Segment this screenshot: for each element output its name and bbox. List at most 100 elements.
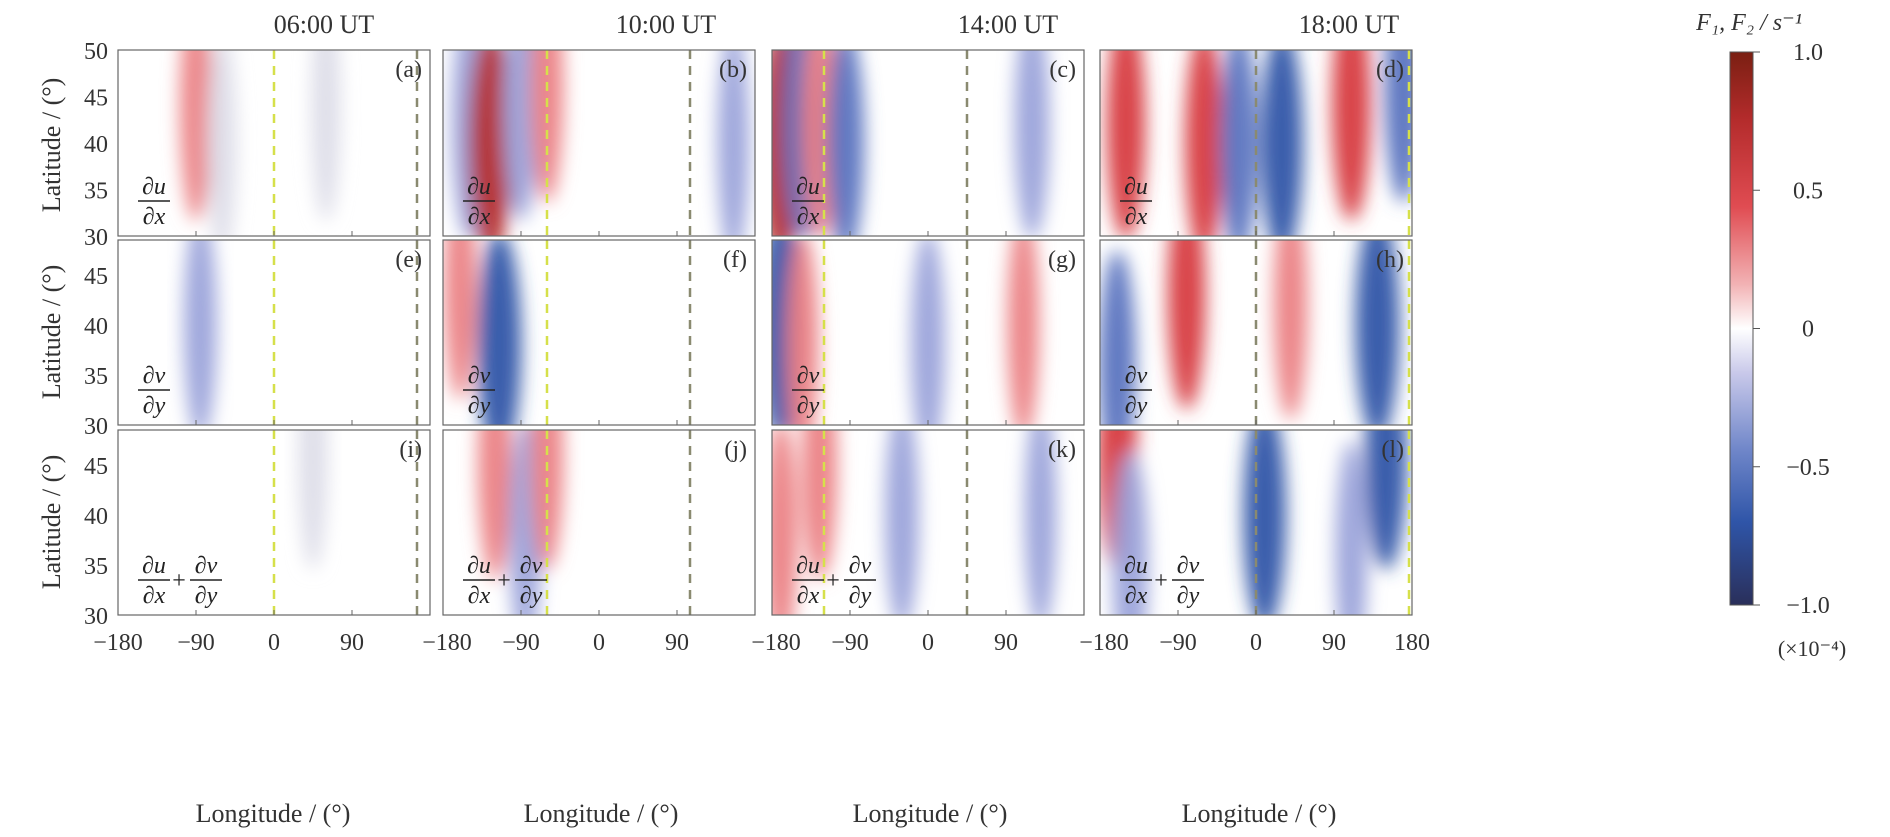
derivative-label: ∂v ∂y [1120,363,1152,419]
panel-letter: (h) [1376,247,1404,273]
x-axis-title-1: Longitude / (°) [196,799,351,828]
panel-j: (j) −180 −90 0 90 ∂u ∂x+ ∂v ∂y [422,429,756,656]
contour-feature [478,430,512,580]
fraction-numerator: ∂u [1124,174,1148,200]
contour-feature [802,430,838,580]
plus-sign: + [1154,568,1168,594]
contour-field [444,240,522,425]
fraction-numerator: ∂v [468,363,491,389]
panel-g: (g) ∂v ∂y [771,239,1085,426]
fraction-denominator: ∂y [468,393,491,419]
x-tick-label: −180 [93,630,143,656]
fraction-denominator: ∂x [143,204,166,230]
contour-field [180,50,341,236]
y-tick-label: 30 [84,225,108,251]
y-axis-titles: Latitude / (°) Latitude / (°) Latitude /… [37,78,66,590]
colorbar-tick-label: −1.0 [1786,593,1830,619]
colorbar: F₁, F₂ / s⁻¹ 1.0 0.5 0 −0.5 −1.0 (×10⁻⁴) [1695,10,1846,661]
y-tick-label: 45 [84,86,108,112]
contour-feature [1335,440,1368,615]
contour-feature [1355,240,1400,425]
y-tick-label: 35 [84,554,108,580]
fraction-numerator: ∂v [520,553,543,579]
colorbar-multiplier: (×10⁻⁴) [1778,636,1846,661]
contour-feature [1100,250,1136,425]
colorbar-tick-label: 0.5 [1793,178,1823,204]
fraction-denominator: ∂y [1125,393,1148,419]
panel-e: (e) 30 35 40 45 ∂v ∂y [84,239,431,440]
panel-letter: (f) [723,247,747,273]
contour-feature [772,430,798,615]
panel-letter: (d) [1376,57,1404,83]
colorbar-tick-label: 1.0 [1793,40,1823,66]
contour-feature [911,240,945,425]
colorbar-tick-label: −0.5 [1786,455,1830,481]
contour-feature [1220,50,1258,236]
colorbar-tick-label: 0 [1802,317,1814,343]
x-tick-label: 90 [1322,630,1346,656]
fraction-numerator: ∂u [796,553,820,579]
x-axis-titles: Longitude / (°) Longitude / (°) Longitud… [196,799,1337,828]
fraction-numerator: ∂v [1177,553,1200,579]
x-tick-label: 0 [268,630,280,656]
panel-letter: (a) [395,57,422,83]
panel-a: (a) 30 35 40 45 50 ∂u ∂x [84,39,431,251]
contour-feature [311,50,341,222]
y-tick-label: 40 [84,132,108,158]
derivative-label: ∂u ∂x+ ∂v ∂y [138,553,222,609]
derivative-label: ∂v ∂y [138,363,170,419]
colorbar-bar [1729,51,1754,606]
contour-feature [180,50,212,222]
fraction-denominator: ∂x [143,583,166,609]
fraction-numerator: ∂u [467,553,491,579]
panel-letter: (b) [719,57,747,83]
fraction-numerator: ∂u [796,174,820,200]
column-title-3: 14:00 UT [958,10,1059,39]
x-tick-label: −90 [831,630,869,656]
column-title-4: 18:00 UT [1299,10,1400,39]
contour-feature [477,240,522,425]
x-tick-label: 0 [922,630,934,656]
contour-field [451,50,750,236]
contour-field [1100,240,1400,425]
panel-letter: (g) [1048,247,1076,273]
x-tick-label: 0 [1250,630,1262,656]
y-tick-label: 30 [84,604,108,630]
fraction-denominator: ∂y [195,583,218,609]
x-tick-label: 90 [994,630,1018,656]
fraction-denominator: ∂x [797,583,820,609]
contour-field [772,240,1040,425]
derivative-label: ∂u ∂x+ ∂v ∂y [1120,553,1204,609]
derivative-label: ∂u ∂x [1120,174,1152,230]
y-tick-label: 40 [84,504,108,530]
fraction-denominator: ∂x [1125,583,1148,609]
column-titles: 06:00 UT 10:00 UT 14:00 UT 18:00 UT [274,10,1400,39]
fraction-denominator: ∂x [797,204,820,230]
y-tick-label: 45 [84,454,108,480]
derivative-label: ∂u ∂x+ ∂v ∂y [463,553,547,609]
panel-i: (i) 30 35 40 45 −180 −90 0 90 ∂u ∂x+ ∂v ∂y [84,429,431,656]
contour-feature [1384,50,1412,203]
panel-d: (d) ∂u ∂x [1099,49,1413,237]
fraction-numerator: ∂v [195,553,218,579]
x-tick-label: 90 [665,630,689,656]
contour-feature [1243,430,1287,615]
contour-feature [1106,50,1146,236]
contour-feature [717,50,750,236]
x-tick-label: 0 [593,630,605,656]
derivative-label: ∂u ∂x [792,174,824,230]
contour-feature [530,50,564,203]
x-tick-label: −90 [177,630,215,656]
contour-field [183,240,217,425]
panel-letter: (c) [1049,57,1076,83]
panel-letter: (k) [1048,437,1076,463]
panel-f: (f) ∂v ∂y [442,239,756,426]
fraction-denominator: ∂y [143,393,166,419]
panel-letter: (e) [395,247,422,273]
contour-feature [1365,430,1407,570]
y-tick-label: 30 [84,414,108,440]
derivative-label: ∂u ∂x [138,174,170,230]
contour-field [772,430,1057,615]
panel-background [118,50,430,236]
